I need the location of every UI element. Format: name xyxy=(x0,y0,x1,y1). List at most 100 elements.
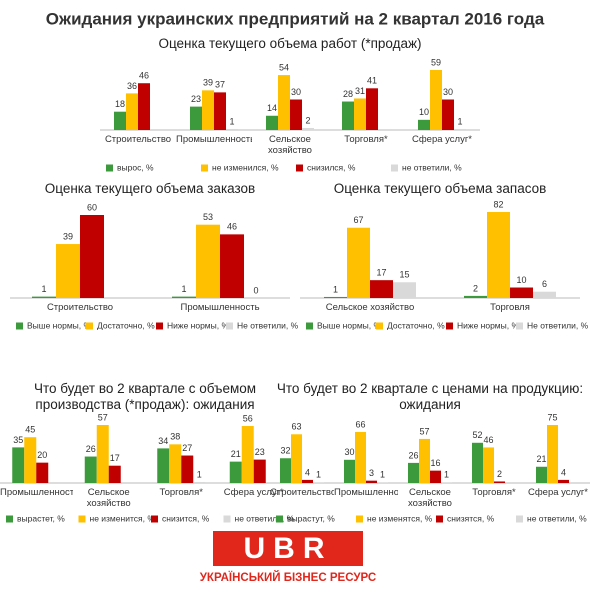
bar xyxy=(172,296,196,298)
legend-swatch xyxy=(201,164,208,172)
bar xyxy=(430,70,442,130)
legend-label: Не ответили, % xyxy=(527,320,589,330)
legend-label: не ответили, % xyxy=(235,513,295,523)
value-label: 3 xyxy=(369,468,374,478)
value-label: 46 xyxy=(227,222,237,232)
bar xyxy=(419,438,430,483)
category-label-box: Сельское хозяйство xyxy=(86,487,131,509)
bar xyxy=(487,212,510,298)
legend-swatch xyxy=(356,515,363,523)
value-label: 39 xyxy=(203,78,213,88)
legend-label: Достаточно, % xyxy=(387,320,445,330)
bar xyxy=(126,93,138,130)
value-label: 36 xyxy=(127,81,137,91)
value-label: 21 xyxy=(231,449,241,459)
category-label-box: Промышленность xyxy=(334,487,398,498)
legend-label: Не ответили, % xyxy=(237,320,299,330)
category-label-box: Промышленность xyxy=(176,134,252,145)
legend-label: не ответили, % xyxy=(402,162,462,172)
value-label: 17 xyxy=(110,453,120,463)
value-label: 75 xyxy=(547,412,557,422)
value-label: 46 xyxy=(139,71,149,81)
bar xyxy=(181,455,194,483)
legend-swatch xyxy=(106,164,113,172)
page-title: Ожидания украинских предприятий на 2 ква… xyxy=(46,9,545,28)
bar xyxy=(430,470,441,483)
category-label: Сфера услуг* xyxy=(223,487,284,498)
chart-title-box: Что будет во 2 квартале с объемом произв… xyxy=(34,381,256,412)
category-label: Торговля* xyxy=(344,134,388,145)
bar xyxy=(377,482,388,483)
value-label: 30 xyxy=(291,87,301,97)
category-label: Промышленность xyxy=(176,134,252,145)
category-label: Торговля xyxy=(490,302,530,313)
value-label: 56 xyxy=(243,413,253,423)
bar xyxy=(196,224,220,298)
value-label: 1 xyxy=(197,469,202,479)
category-label-box: Торговля* xyxy=(344,134,388,145)
legend-label: вырастет, % xyxy=(17,513,65,523)
bar xyxy=(313,482,324,483)
value-label: 46 xyxy=(483,435,493,445)
logo-mark: UBR xyxy=(244,532,333,565)
value-label: 30 xyxy=(443,87,453,97)
bar xyxy=(344,459,355,483)
value-label: 32 xyxy=(280,446,290,456)
category-label: Сельское хозяйство xyxy=(268,134,312,156)
value-label: 1 xyxy=(181,284,186,294)
chart-title-box: Оценка текущего объема запасов xyxy=(334,181,547,196)
category-label: Сельское хозяйство xyxy=(86,487,131,509)
value-label: 0 xyxy=(253,285,258,295)
category-label-box: Сфера услуг* xyxy=(528,487,588,498)
legend-label: снизятся, % xyxy=(447,513,495,523)
value-label: 20 xyxy=(37,450,47,460)
category-label-box: Строительство xyxy=(105,134,171,145)
bar xyxy=(96,425,109,483)
bar xyxy=(114,111,126,130)
value-label: 1 xyxy=(41,284,46,294)
value-label: 23 xyxy=(255,447,265,457)
value-label: 54 xyxy=(279,62,289,72)
bar xyxy=(533,291,556,298)
bar xyxy=(253,459,266,483)
bar xyxy=(418,119,430,130)
bar xyxy=(290,99,302,130)
value-label: 15 xyxy=(399,270,409,280)
legend-swatch xyxy=(376,322,383,330)
bar xyxy=(558,479,569,483)
value-label: 4 xyxy=(561,467,566,477)
bar xyxy=(366,88,378,130)
value-label: 66 xyxy=(355,419,365,429)
legend-label: снизится, % xyxy=(162,513,210,523)
value-label: 34 xyxy=(158,436,168,446)
legend-swatch xyxy=(516,515,523,523)
bar xyxy=(138,83,150,130)
value-label: 10 xyxy=(516,275,526,285)
bar xyxy=(220,234,244,298)
value-label: 45 xyxy=(25,425,35,435)
bar xyxy=(342,101,354,130)
bar xyxy=(108,465,121,483)
bar xyxy=(266,115,278,130)
bar xyxy=(190,106,202,130)
value-label: 53 xyxy=(203,212,213,222)
value-label: 39 xyxy=(63,231,73,241)
legend-label: не изменятся, % xyxy=(367,513,433,523)
legend-swatch xyxy=(296,164,303,172)
value-label: 21 xyxy=(536,454,546,464)
category-label: Сельское хозяйство xyxy=(325,302,415,313)
bar xyxy=(229,461,242,483)
bar xyxy=(278,75,290,130)
bar xyxy=(56,244,80,298)
value-label: 17 xyxy=(376,268,386,278)
legend-label: Достаточно, % xyxy=(97,320,155,330)
legend-label: вырастут, % xyxy=(287,513,335,523)
legend-swatch xyxy=(391,164,398,172)
chart-title: Оценка текущего объема заказов xyxy=(44,181,256,196)
legend-label: Выше нормы, % xyxy=(27,320,92,330)
legend-label: не ответили, % xyxy=(527,513,587,523)
category-label: Промышленность xyxy=(180,302,260,313)
legend-swatch xyxy=(516,322,523,330)
legend-swatch xyxy=(156,322,163,330)
